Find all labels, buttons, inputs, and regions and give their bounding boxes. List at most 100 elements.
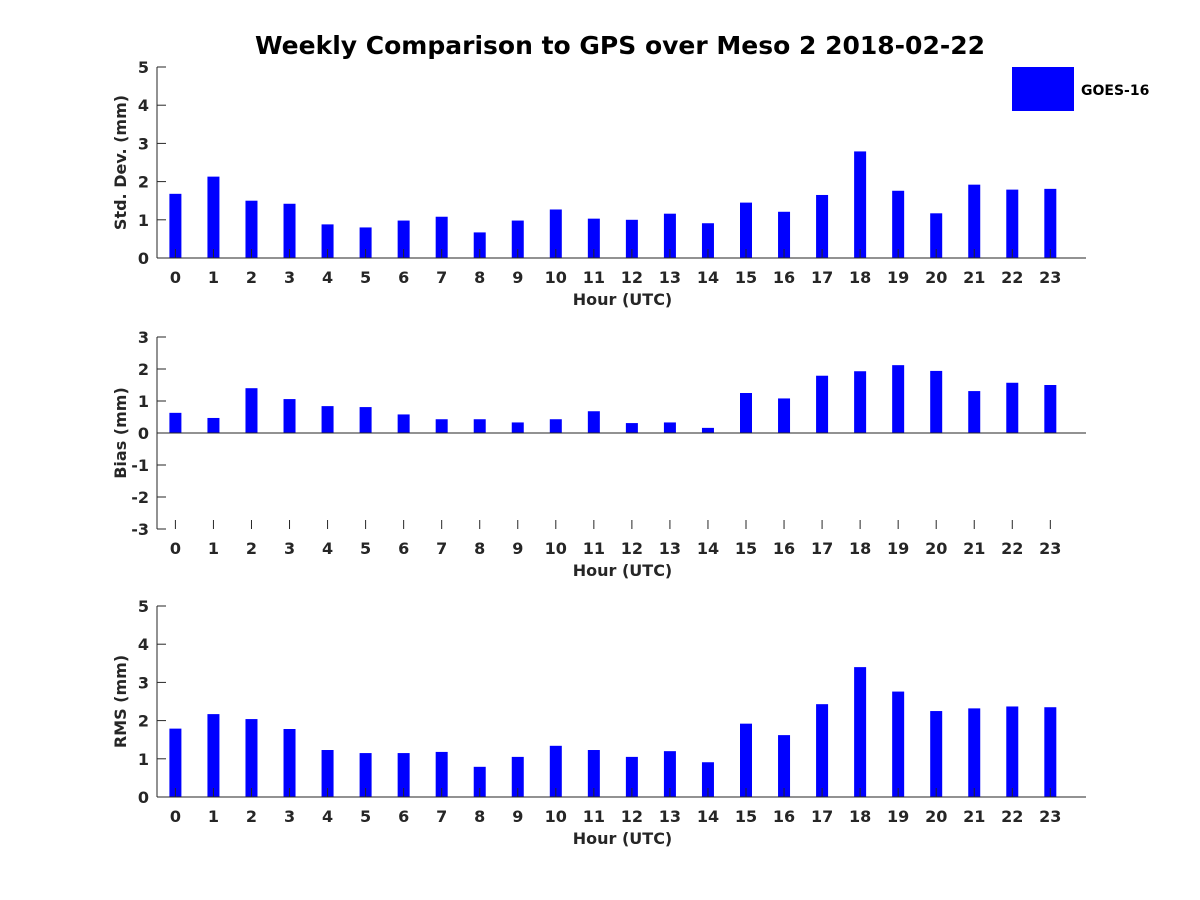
bar-rms-hour-3 bbox=[283, 729, 296, 797]
x-tick-label: 5 bbox=[360, 268, 371, 287]
bar-std_dev-hour-10 bbox=[549, 209, 562, 258]
x-tick-label: 13 bbox=[659, 807, 681, 826]
x-tick-label: 18 bbox=[849, 539, 871, 558]
x-tick-label: 2 bbox=[246, 268, 257, 287]
legend-label: GOES-16 bbox=[1081, 83, 1149, 99]
bar-bias-hour-3 bbox=[283, 399, 296, 433]
x-tick-label: 7 bbox=[436, 807, 447, 826]
bar-rms-hour-17 bbox=[816, 704, 829, 797]
y-tick-label: 3 bbox=[138, 134, 149, 153]
x-tick-label: 12 bbox=[621, 539, 643, 558]
bar-std_dev-hour-21 bbox=[968, 184, 981, 258]
bar-std_dev-hour-2 bbox=[245, 200, 258, 258]
bar-std_dev-hour-0 bbox=[169, 193, 182, 258]
x-tick-label: 13 bbox=[659, 539, 681, 558]
x-tick-label: 22 bbox=[1001, 807, 1023, 826]
y-tick-label: 4 bbox=[138, 635, 149, 654]
y-tick-label: -3 bbox=[131, 520, 149, 539]
bar-bias-hour-5 bbox=[359, 407, 372, 433]
x-tick-label: 15 bbox=[735, 807, 757, 826]
bar-rms-hour-22 bbox=[1006, 706, 1019, 797]
x-tick-label: 20 bbox=[925, 268, 947, 287]
bar-std_dev-hour-20 bbox=[930, 213, 943, 258]
x-tick-label: 10 bbox=[545, 268, 567, 287]
bar-rms-hour-12 bbox=[625, 756, 638, 797]
bar-rms-hour-10 bbox=[549, 745, 562, 797]
bar-bias-hour-11 bbox=[587, 411, 600, 433]
y-tick-label: 5 bbox=[138, 597, 149, 616]
x-tick-label: 13 bbox=[659, 268, 681, 287]
x-tick-label: 19 bbox=[887, 539, 909, 558]
x-tick-label: 3 bbox=[284, 268, 295, 287]
x-tick-label: 1 bbox=[208, 807, 219, 826]
bar-bias-hour-15 bbox=[740, 393, 752, 433]
x-tick-label: 19 bbox=[887, 807, 909, 826]
bar-bias-hour-4 bbox=[321, 406, 334, 433]
legend-swatch bbox=[1012, 67, 1074, 111]
bar-bias-hour-2 bbox=[245, 388, 258, 433]
bar-rms-hour-9 bbox=[511, 756, 524, 797]
y-axis-label: Bias (mm) bbox=[111, 387, 130, 479]
x-tick-label: 10 bbox=[545, 807, 567, 826]
x-tick-label: 0 bbox=[170, 268, 181, 287]
bar-std_dev-hour-8 bbox=[473, 232, 486, 258]
y-tick-label: 1 bbox=[138, 392, 149, 411]
bar-rms-hour-21 bbox=[968, 708, 981, 797]
bar-rms-hour-2 bbox=[245, 719, 258, 797]
x-axis-label: Hour (UTC) bbox=[573, 290, 673, 309]
bar-bias-hour-10 bbox=[549, 419, 562, 433]
bar-bias-hour-12 bbox=[625, 423, 638, 433]
x-tick-label: 5 bbox=[360, 539, 371, 558]
x-tick-label: 4 bbox=[322, 807, 333, 826]
y-tick-label: 1 bbox=[138, 750, 149, 769]
bar-bias-hour-6 bbox=[397, 414, 410, 433]
x-tick-label: 5 bbox=[360, 807, 371, 826]
bar-std_dev-hour-4 bbox=[321, 224, 334, 258]
x-tick-label: 21 bbox=[963, 539, 985, 558]
x-tick-label: 9 bbox=[512, 807, 523, 826]
bar-std_dev-hour-15 bbox=[740, 202, 752, 258]
bar-rms-hour-11 bbox=[587, 750, 600, 797]
x-tick-label: 14 bbox=[697, 539, 719, 558]
bar-rms-hour-4 bbox=[321, 750, 334, 797]
bar-bias-hour-23 bbox=[1044, 385, 1057, 433]
x-tick-label: 6 bbox=[398, 268, 409, 287]
x-tick-label: 9 bbox=[512, 539, 523, 558]
x-tick-label: 6 bbox=[398, 807, 409, 826]
bar-rms-hour-13 bbox=[663, 751, 676, 797]
bar-std_dev-hour-7 bbox=[435, 216, 448, 258]
bar-std_dev-hour-12 bbox=[625, 219, 638, 258]
x-tick-label: 7 bbox=[436, 268, 447, 287]
x-tick-label: 11 bbox=[583, 268, 605, 287]
bar-rms-hour-18 bbox=[854, 667, 867, 797]
x-tick-label: 21 bbox=[963, 268, 985, 287]
y-tick-label: 4 bbox=[138, 96, 149, 115]
bar-std_dev-hour-6 bbox=[397, 220, 410, 258]
x-tick-label: 10 bbox=[545, 539, 567, 558]
bar-bias-hour-7 bbox=[435, 419, 448, 433]
bar-bias-hour-17 bbox=[816, 375, 829, 433]
y-tick-label: 1 bbox=[138, 211, 149, 230]
bar-bias-hour-21 bbox=[968, 391, 981, 433]
bar-rms-hour-15 bbox=[740, 723, 752, 797]
x-tick-label: 23 bbox=[1039, 268, 1061, 287]
legend[interactable]: GOES-16 bbox=[1012, 67, 1149, 111]
bar-std_dev-hour-13 bbox=[663, 213, 676, 258]
bar-bias-hour-0 bbox=[169, 412, 182, 433]
y-tick-label: 2 bbox=[138, 173, 149, 192]
x-tick-label: 22 bbox=[1001, 268, 1023, 287]
x-tick-label: 7 bbox=[436, 539, 447, 558]
y-tick-label: -1 bbox=[131, 456, 149, 475]
x-tick-label: 3 bbox=[284, 807, 295, 826]
x-tick-label: 23 bbox=[1039, 539, 1061, 558]
bar-rms-hour-20 bbox=[930, 711, 943, 797]
x-axis-label: Hour (UTC) bbox=[573, 829, 673, 848]
x-tick-label: 11 bbox=[583, 539, 605, 558]
bar-std_dev-hour-9 bbox=[511, 220, 524, 258]
bar-bias-hour-13 bbox=[663, 422, 676, 433]
bar-bias-hour-1 bbox=[207, 417, 220, 433]
bar-rms-hour-19 bbox=[892, 691, 905, 797]
